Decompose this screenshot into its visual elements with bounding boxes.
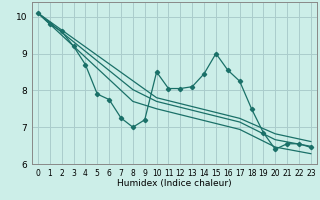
X-axis label: Humidex (Indice chaleur): Humidex (Indice chaleur) [117, 179, 232, 188]
